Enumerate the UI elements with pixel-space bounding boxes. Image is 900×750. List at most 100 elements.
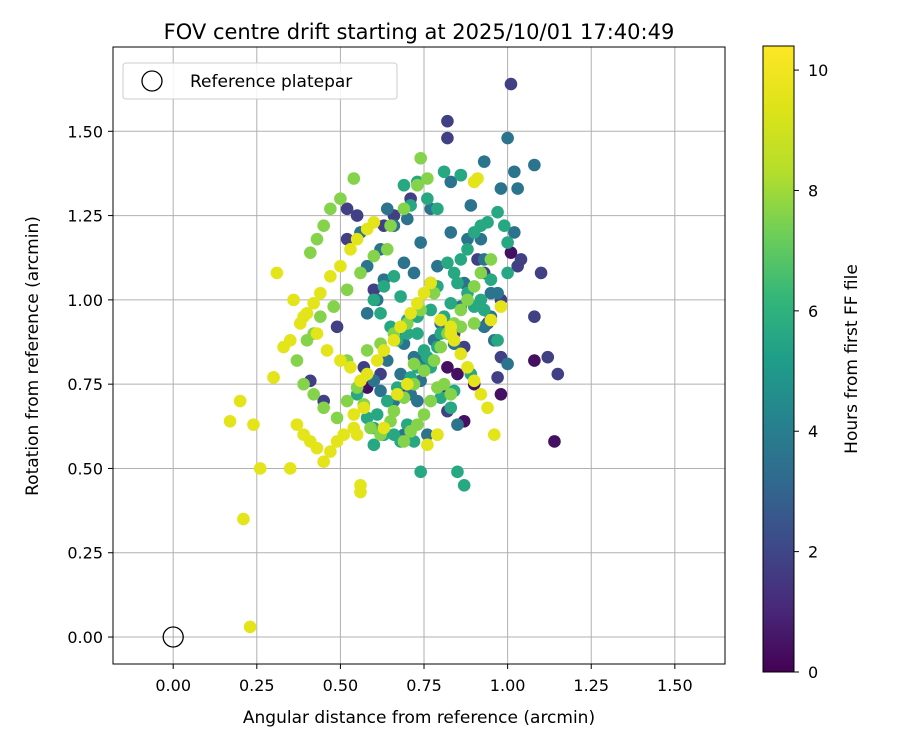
data-point: [417, 344, 431, 357]
data-point: [350, 209, 364, 222]
data-point: [317, 455, 330, 469]
data-point: [461, 293, 474, 307]
legend-entry-label: Reference platepar: [190, 72, 352, 92]
data-point: [474, 387, 488, 401]
data-point: [528, 158, 541, 172]
data-point: [377, 421, 391, 435]
x-tick-label: 0.25: [239, 676, 275, 695]
data-point: [297, 377, 310, 391]
data-point: [491, 371, 504, 384]
data-point: [310, 327, 324, 340]
data-point: [494, 300, 508, 313]
data-point: [417, 364, 431, 377]
data-point: [404, 425, 417, 438]
data-point: [387, 404, 401, 418]
data-point: [444, 175, 458, 189]
data-point: [451, 276, 464, 290]
data-point: [350, 232, 364, 246]
data-point: [330, 411, 344, 425]
data-point: [233, 394, 247, 408]
data-point: [247, 418, 260, 431]
data-point: [457, 479, 471, 492]
data-point: [270, 266, 284, 280]
legend-box: [122, 62, 398, 100]
data-point: [347, 172, 361, 185]
data-point: [437, 165, 451, 179]
data-point: [474, 266, 488, 280]
data-point: [454, 320, 468, 334]
data-point: [350, 428, 364, 442]
data-point: [451, 367, 464, 381]
data-point: [400, 377, 414, 391]
data-point: [421, 172, 434, 185]
data-point: [407, 357, 421, 371]
data-point: [501, 266, 514, 280]
data-point: [477, 303, 491, 317]
data-point: [397, 435, 411, 448]
data-point: [511, 182, 524, 195]
colorbar: 0 2 4 6 8 10 Hours from first FF file: [762, 45, 862, 682]
colorbar-tick-label: 2: [808, 543, 818, 562]
data-point: [387, 428, 401, 442]
data-point: [411, 394, 424, 408]
data-point: [357, 401, 371, 415]
data-point: [504, 246, 518, 259]
colorbar-ticks: 0 2 4 6 8 10: [794, 61, 828, 682]
data-point: [283, 462, 297, 475]
data-point: [330, 320, 344, 334]
data-point: [307, 387, 320, 401]
data-point: [367, 283, 381, 297]
data-point: [344, 242, 357, 256]
data-point: [297, 310, 310, 324]
x-tick-label: 1.25: [573, 676, 609, 695]
data-point: [444, 387, 458, 401]
data-point: [451, 418, 464, 431]
data-point: [334, 259, 347, 273]
data-point: [360, 344, 374, 357]
data-point: [447, 266, 461, 280]
data-point: [297, 428, 310, 442]
data-point: [494, 182, 508, 195]
colorbar-tick-label: 8: [808, 181, 818, 200]
data-point: [397, 202, 411, 216]
data-point: [431, 381, 444, 394]
data-point: [464, 199, 478, 212]
data-point: [277, 340, 290, 354]
data-point: [380, 354, 394, 367]
data-point: [467, 280, 481, 293]
data-point: [491, 334, 504, 347]
data-point: [444, 320, 458, 334]
data-point: [501, 236, 514, 249]
y-tick-label: 0.00: [67, 628, 103, 647]
data-point: [223, 414, 237, 428]
data-point: [360, 367, 374, 381]
data-point: [504, 77, 518, 91]
data-point: [377, 280, 391, 293]
data-point: [454, 347, 468, 361]
data-point: [484, 273, 498, 286]
data-point: [394, 367, 407, 381]
data-point: [494, 387, 508, 401]
data-point: [397, 256, 411, 270]
data-point: [467, 175, 481, 189]
data-point: [427, 354, 441, 367]
data-point: [431, 428, 444, 442]
data-point: [367, 293, 381, 307]
data-point: [541, 350, 555, 364]
data-point: [253, 462, 267, 475]
data-point: [424, 394, 438, 408]
x-tick-label: 0.75: [406, 676, 442, 695]
y-tick-label: 0.50: [67, 459, 103, 478]
data-point: [380, 394, 394, 408]
data-point: [421, 428, 434, 442]
y-tick-label: 1.25: [67, 207, 103, 226]
legend: Reference platepar: [122, 62, 398, 100]
data-point: [454, 168, 468, 182]
data-point: [380, 242, 394, 256]
data-point: [407, 435, 421, 448]
data-point: [374, 384, 387, 398]
data-point: [394, 320, 407, 334]
data-point: [287, 293, 300, 307]
data-point: [461, 361, 474, 374]
data-point: [528, 310, 541, 324]
